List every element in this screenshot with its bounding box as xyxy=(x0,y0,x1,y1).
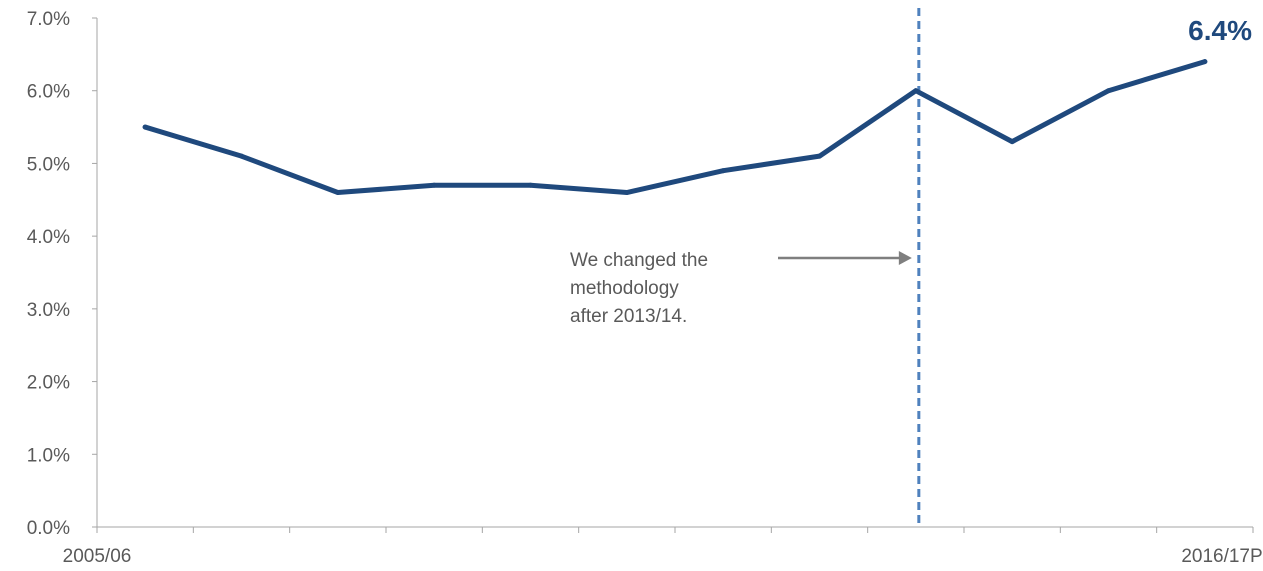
x-tick-label-first: 2005/06 xyxy=(63,546,132,567)
x-axis-tickmarks xyxy=(96,527,1254,533)
y-tick-label: 4.0% xyxy=(27,227,70,248)
series-points xyxy=(142,59,1208,196)
end-value-label: 6.4% xyxy=(1188,15,1252,46)
data-point xyxy=(142,124,148,130)
data-point xyxy=(431,182,437,188)
annotation-line-2: methodology xyxy=(570,278,679,299)
data-point xyxy=(720,168,726,174)
data-point xyxy=(528,182,533,188)
data-point xyxy=(1202,59,1208,65)
y-tick-label: 7.0% xyxy=(27,9,70,30)
x-tick-label-last: 2016/17P xyxy=(1181,546,1262,567)
y-tick-label: 2.0% xyxy=(27,373,70,394)
data-point xyxy=(817,153,822,159)
annotation-line-1: We changed the xyxy=(570,250,708,271)
y-tick-label: 3.0% xyxy=(27,300,70,321)
y-tick-label: 5.0% xyxy=(27,154,70,175)
annotation-line-3: after 2013/14. xyxy=(570,306,687,327)
annotation-arrow-head-icon xyxy=(898,251,912,265)
methodology-annotation: We changed the methodology after 2013/14… xyxy=(570,250,912,327)
series-line xyxy=(142,59,1208,196)
data-point xyxy=(1009,139,1015,145)
y-tick-label: 6.0% xyxy=(27,82,70,103)
y-tick-label: 0.0% xyxy=(27,518,70,539)
y-tick-label: 1.0% xyxy=(27,445,70,466)
data-point xyxy=(335,190,341,196)
data-point xyxy=(1106,88,1111,94)
data-point xyxy=(239,153,244,159)
data-point xyxy=(913,88,919,94)
y-axis: 0.0% 1.0% 2.0% 3.0% 4.0% 5.0% 6.0% 7.0% xyxy=(27,9,98,539)
data-point xyxy=(624,190,630,196)
